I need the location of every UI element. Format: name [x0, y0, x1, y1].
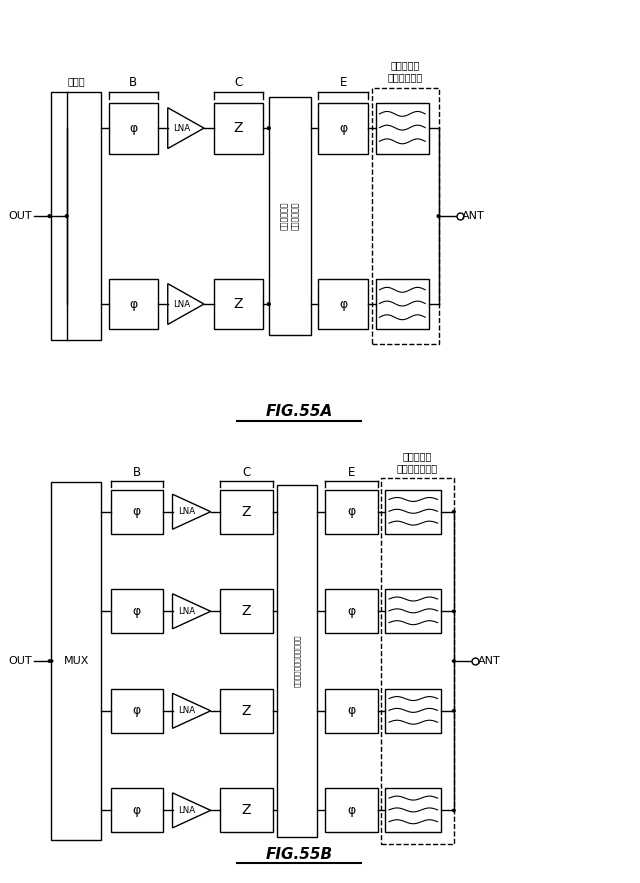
FancyBboxPatch shape: [385, 589, 442, 633]
Text: LNA: LNA: [179, 607, 196, 615]
Text: Z: Z: [242, 604, 251, 618]
Text: Z: Z: [242, 804, 251, 818]
FancyBboxPatch shape: [319, 102, 368, 154]
FancyBboxPatch shape: [214, 102, 263, 154]
Text: LNA: LNA: [179, 706, 196, 715]
Text: φ: φ: [347, 605, 355, 618]
Text: Z: Z: [234, 297, 243, 311]
Circle shape: [437, 215, 440, 217]
Text: C: C: [234, 76, 243, 89]
Text: MUX: MUX: [63, 656, 89, 666]
Circle shape: [452, 510, 455, 513]
Text: Z: Z: [234, 121, 243, 135]
FancyBboxPatch shape: [385, 789, 442, 833]
FancyBboxPatch shape: [220, 689, 273, 733]
Circle shape: [268, 303, 270, 306]
Text: OUT: OUT: [9, 656, 33, 666]
FancyBboxPatch shape: [220, 789, 273, 833]
Text: フィルタ／
ダイプレクサ: フィルタ／ ダイプレクサ: [388, 61, 423, 82]
Text: E: E: [348, 465, 355, 479]
FancyBboxPatch shape: [109, 102, 158, 154]
Polygon shape: [168, 283, 204, 324]
Circle shape: [268, 127, 270, 130]
Text: LNA: LNA: [179, 806, 196, 815]
Text: Z: Z: [242, 505, 251, 518]
FancyBboxPatch shape: [319, 279, 368, 329]
FancyBboxPatch shape: [376, 102, 429, 154]
Text: φ: φ: [129, 122, 138, 134]
Text: フィルタ／
マルチプレクサ: フィルタ／ マルチプレクサ: [397, 451, 438, 473]
FancyBboxPatch shape: [385, 689, 442, 733]
Text: φ: φ: [339, 298, 348, 311]
Text: C: C: [243, 465, 250, 479]
Text: LNA: LNA: [173, 124, 190, 132]
Text: Z: Z: [242, 704, 251, 718]
Circle shape: [452, 809, 455, 811]
FancyBboxPatch shape: [111, 589, 163, 633]
Text: φ: φ: [347, 804, 355, 817]
Polygon shape: [168, 108, 204, 148]
Text: B: B: [129, 76, 138, 89]
FancyBboxPatch shape: [385, 490, 442, 533]
Text: φ: φ: [347, 505, 355, 518]
Circle shape: [452, 610, 455, 613]
Text: FIG.55A: FIG.55A: [266, 404, 333, 419]
Text: FIG.55B: FIG.55B: [266, 847, 333, 862]
Circle shape: [65, 215, 68, 217]
Text: スイッチング
ネットワーク: スイッチング ネットワーク: [280, 202, 300, 230]
Polygon shape: [173, 593, 211, 629]
Circle shape: [48, 215, 51, 217]
Text: φ: φ: [132, 705, 141, 717]
Text: B: B: [132, 465, 141, 479]
Text: ANT: ANT: [462, 211, 485, 221]
Text: ANT: ANT: [477, 656, 500, 666]
FancyBboxPatch shape: [325, 589, 378, 633]
FancyBboxPatch shape: [376, 279, 429, 329]
Circle shape: [50, 660, 52, 662]
FancyBboxPatch shape: [325, 490, 378, 533]
FancyBboxPatch shape: [214, 279, 263, 329]
Text: φ: φ: [339, 122, 348, 134]
FancyBboxPatch shape: [220, 490, 273, 533]
Text: φ: φ: [132, 804, 141, 817]
FancyBboxPatch shape: [111, 689, 163, 733]
FancyBboxPatch shape: [269, 97, 311, 336]
Text: φ: φ: [132, 605, 141, 618]
Text: LNA: LNA: [179, 507, 196, 517]
Text: E: E: [339, 76, 347, 89]
FancyBboxPatch shape: [51, 482, 101, 841]
FancyBboxPatch shape: [325, 689, 378, 733]
Polygon shape: [173, 693, 211, 728]
FancyBboxPatch shape: [111, 789, 163, 833]
FancyBboxPatch shape: [51, 92, 101, 340]
FancyBboxPatch shape: [111, 490, 163, 533]
Text: スイッチングネットワーク: スイッチングネットワーク: [294, 635, 301, 687]
Text: 結合器: 結合器: [67, 76, 85, 87]
Text: φ: φ: [132, 505, 141, 518]
FancyBboxPatch shape: [220, 589, 273, 633]
FancyBboxPatch shape: [109, 279, 158, 329]
FancyBboxPatch shape: [325, 789, 378, 833]
Text: φ: φ: [129, 298, 138, 311]
Text: φ: φ: [347, 705, 355, 717]
Polygon shape: [173, 793, 211, 828]
FancyBboxPatch shape: [277, 485, 317, 837]
Text: OUT: OUT: [9, 211, 33, 221]
Text: LNA: LNA: [173, 299, 190, 308]
Polygon shape: [173, 494, 211, 529]
Circle shape: [452, 660, 455, 662]
Circle shape: [452, 710, 455, 712]
Circle shape: [48, 660, 51, 662]
